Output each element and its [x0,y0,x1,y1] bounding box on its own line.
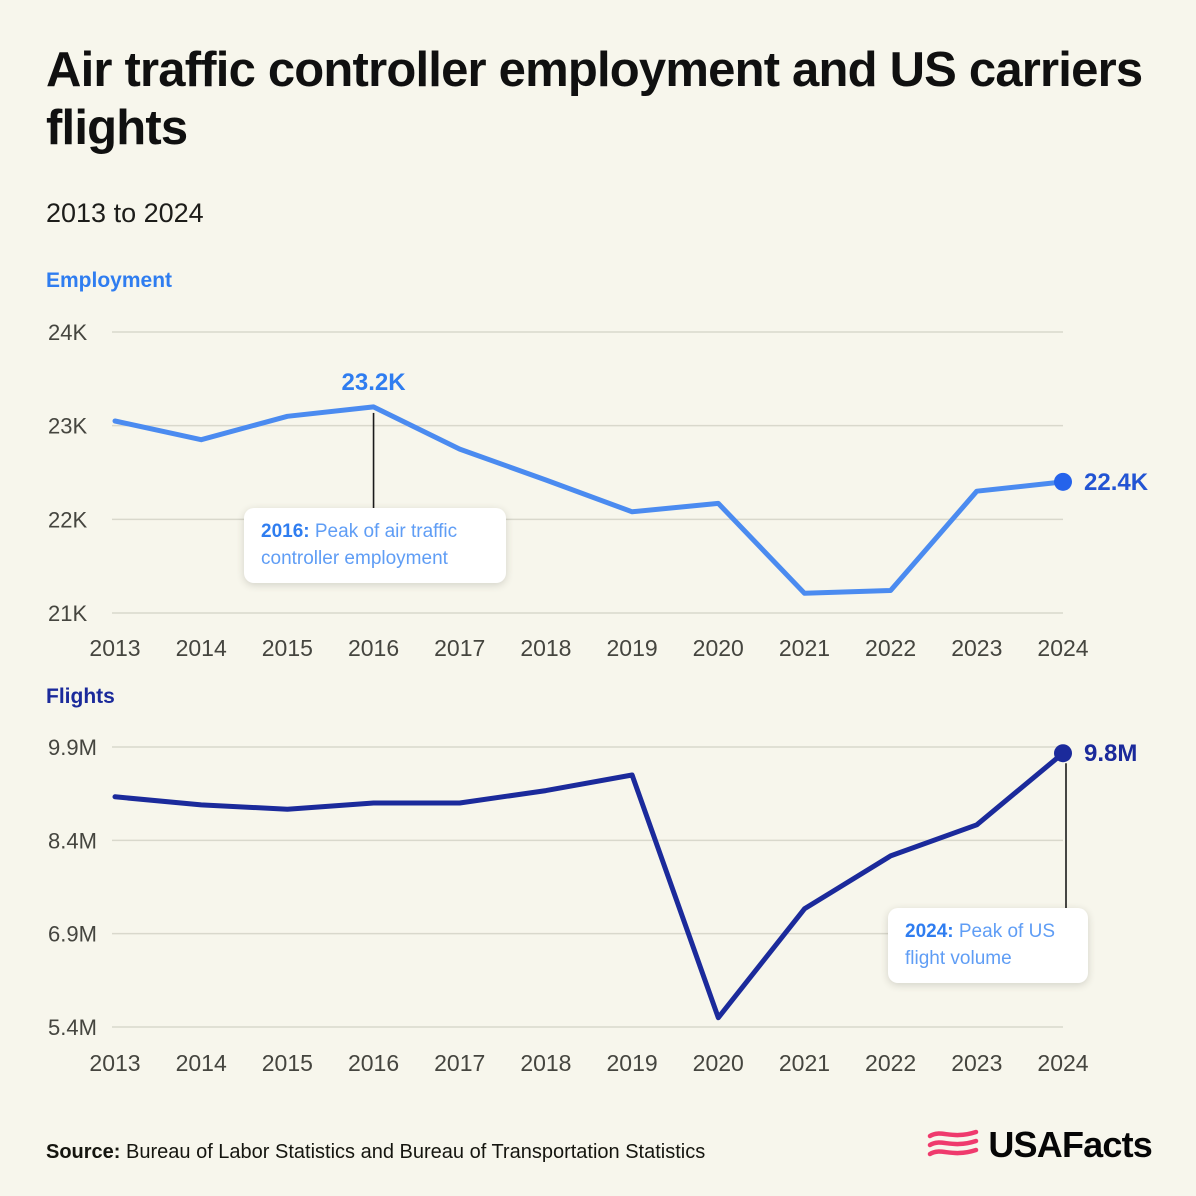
x-axis-year-label: 2022 [865,1050,916,1076]
x-axis-year-label: 2024 [1037,1050,1088,1076]
flights-section-label: Flights [46,685,115,708]
x-axis-year-label: 2022 [865,635,916,661]
x-axis-year-label: 2021 [779,635,830,661]
x-axis-year-label: 2014 [176,1050,227,1076]
y-axis-tick-label: 6.9M [48,922,97,947]
usafacts-logo: USAFacts [927,1124,1153,1166]
x-axis-year-label: 2019 [607,1050,658,1076]
y-axis-tick-label: 22K [48,507,87,532]
x-axis-year-label: 2018 [520,1050,571,1076]
callout-2016-peak-employment: 2016: Peak of air traffic controller emp… [244,508,506,584]
end-value-label: 22.4K [1084,469,1149,496]
callout-text: Peak of air traffic controller employmen… [261,521,458,569]
x-axis-year-label: 2016 [348,635,399,661]
callout-text: Peak of US flight volume [905,921,1055,969]
end-value-label: 9.8M [1084,740,1137,767]
x-axis-year-label: 2024 [1037,635,1088,661]
x-axis-year-label: 2017 [434,1050,485,1076]
x-axis-year-label: 2017 [434,635,485,661]
employment-series-line [112,404,1066,596]
y-axis-tick-label: 21K [48,601,87,626]
x-axis-year-label: 2020 [693,1050,744,1076]
y-axis-tick-label: 24K [48,320,87,345]
x-axis-year-label: 2016 [348,1050,399,1076]
flights-series-line [112,750,1066,1021]
x-axis-year-label: 2020 [693,635,744,661]
callout-year-label: 2024: [905,921,954,942]
x-axis-year-label: 2015 [262,635,313,661]
page-title: Air traffic controller employment and US… [46,43,1143,155]
x-axis-year-label: 2023 [951,1050,1002,1076]
x-axis-year-label: 2013 [89,1050,140,1076]
x-axis-year-label: 2013 [89,635,140,661]
source-label: Source: [46,1141,121,1163]
y-axis-tick-label: 8.4M [48,828,97,853]
callout-year-label: 2016: [261,521,310,542]
y-axis-tick-label: 5.4M [48,1015,97,1040]
page-subtitle: 2013 to 2024 [46,198,204,228]
x-axis-year-label: 2014 [176,635,227,661]
x-axis-year-label: 2023 [951,635,1002,661]
source-text: Bureau of Labor Statistics and Bureau of… [120,1141,706,1163]
x-axis-year-label: 2018 [520,635,571,661]
y-axis-tick-label: 23K [48,414,87,439]
end-point-dot [1054,744,1072,763]
employment-section-label: Employment [46,269,173,292]
usafacts-logo-text: USAFacts [988,1124,1152,1165]
end-point-dot [1054,472,1072,491]
x-axis-year-label: 2021 [779,1050,830,1076]
x-axis-year-label: 2019 [607,635,658,661]
source-note: Source: Bureau of Labor Statistics and B… [46,1141,705,1164]
usafacts-flag-icon [928,1129,979,1157]
x-axis-year-label: 2015 [262,1050,313,1076]
peak-value-label: 23.2K [342,369,407,396]
callout-2024-peak-flights: 2024: Peak of US flight volume [888,908,1088,984]
y-axis-tick-label: 9.9M [48,735,97,760]
